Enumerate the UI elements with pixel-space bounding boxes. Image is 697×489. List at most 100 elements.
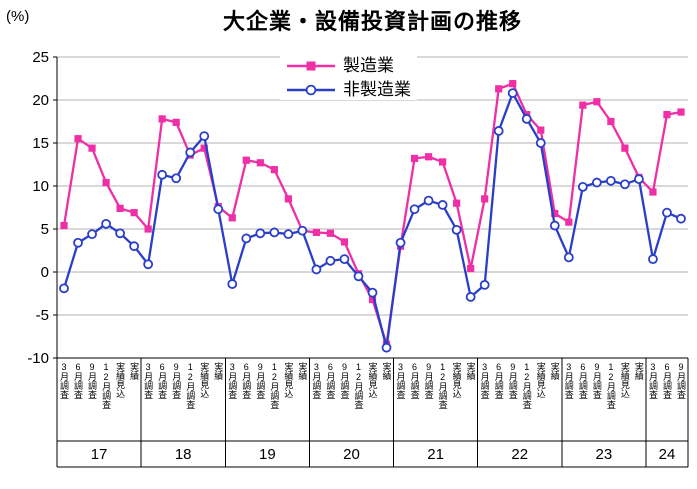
marker-non-manufacturing (577, 181, 588, 192)
marker-non-manufacturing (493, 126, 504, 136)
marker-manufacturing (453, 199, 461, 207)
marker-non-manufacturing (59, 283, 69, 294)
marker-non-manufacturing (353, 271, 364, 282)
marker-non-manufacturing (311, 264, 322, 275)
series-line-non-manufacturing (62, 91, 682, 349)
marker-non-manufacturing (171, 173, 182, 184)
marker-non-manufacturing (409, 204, 420, 215)
marker-non-manufacturing (451, 224, 462, 235)
marker-manufacturing (88, 144, 96, 152)
marker-manufacturing (410, 154, 419, 163)
marker-non-manufacturing (662, 207, 672, 218)
marker-manufacturing (102, 178, 110, 187)
marker-manufacturing (551, 209, 559, 218)
marker-manufacturing (144, 225, 152, 233)
marker-non-manufacturing (157, 169, 168, 180)
y-tick-label: -10 (27, 350, 49, 367)
marker-manufacturing (677, 108, 685, 116)
marker-manufacturing (130, 209, 138, 217)
marker-manufacturing (256, 159, 264, 167)
legend-item-non-manufacturing: 非製造業 (286, 79, 411, 100)
legend-item-manufacturing: 製造業 (286, 56, 411, 76)
marker-non-manufacturing (185, 147, 196, 158)
marker-manufacturing (60, 221, 68, 230)
marker-non-manufacturing (381, 342, 392, 353)
marker-non-manufacturing (129, 241, 140, 252)
marker-non-manufacturing (367, 287, 378, 298)
marker-manufacturing (579, 101, 587, 109)
marker-non-manufacturing (437, 200, 448, 210)
chart-title: 大企業・設備投資計画の推移 (222, 9, 522, 34)
y-tick-label: -5 (36, 307, 49, 324)
marker-non-manufacturing (648, 254, 658, 265)
marker-non-manufacturing (199, 131, 210, 142)
marker-non-manufacturing (339, 254, 350, 265)
marker-non-manufacturing (283, 229, 294, 240)
non-manufacturing-series-marker-icon (287, 84, 335, 96)
marker-non-manufacturing (620, 179, 630, 190)
marker-non-manufacturing (423, 195, 434, 206)
marker-non-manufacturing (591, 177, 602, 188)
marker-manufacturing (158, 115, 166, 123)
marker-non-manufacturing (395, 237, 406, 248)
marker-manufacturing (424, 153, 433, 161)
marker-manufacturing (565, 218, 573, 226)
marker-non-manufacturing (535, 138, 546, 148)
marker-non-manufacturing (87, 229, 97, 240)
y-tick-label: 20 (32, 92, 49, 109)
marker-non-manufacturing (479, 279, 490, 290)
y-tick-label: 0 (41, 264, 49, 281)
marker-manufacturing (593, 98, 601, 106)
marker-manufacturing (74, 135, 82, 143)
legend: 製造業 非製造業 (280, 56, 417, 101)
marker-non-manufacturing (297, 225, 308, 236)
marker-manufacturing (242, 156, 250, 164)
marker-non-manufacturing (563, 252, 574, 263)
marker-non-manufacturing (143, 259, 154, 270)
marker-manufacturing (116, 204, 124, 212)
marker-manufacturing (326, 229, 335, 237)
y-tick-label: 10 (32, 178, 49, 195)
marker-non-manufacturing (549, 220, 560, 231)
marker-manufacturing (607, 117, 615, 126)
manufacturing-series-marker-icon (287, 61, 335, 71)
marker-non-manufacturing (213, 204, 224, 215)
marker-non-manufacturing (115, 228, 125, 239)
marker-manufacturing (172, 118, 180, 126)
marker-manufacturing (368, 295, 377, 304)
marker-manufacturing (481, 195, 489, 203)
marker-non-manufacturing (465, 292, 476, 302)
marker-manufacturing (284, 195, 292, 203)
marker-manufacturing (228, 214, 236, 222)
legend-label-manufacturing: 製造業 (343, 56, 394, 75)
marker-non-manufacturing (101, 218, 111, 229)
marker-manufacturing (663, 111, 671, 119)
marker-manufacturing (537, 126, 545, 134)
y-tick-label: 5 (41, 221, 49, 238)
marker-non-manufacturing (676, 213, 686, 224)
legend-label-non-manufacturing: 非製造業 (343, 79, 411, 99)
marker-manufacturing (495, 85, 503, 93)
y-tick-label: 15 (32, 135, 49, 152)
marker-non-manufacturing (227, 279, 238, 289)
marker-manufacturing (312, 228, 321, 237)
marker-non-manufacturing (507, 88, 518, 99)
marker-non-manufacturing (325, 255, 336, 266)
marker-non-manufacturing (255, 228, 266, 239)
marker-non-manufacturing (634, 174, 644, 185)
marker-manufacturing (649, 188, 657, 196)
marker-manufacturing (621, 144, 629, 152)
marker-non-manufacturing (521, 114, 532, 124)
marker-manufacturing (340, 238, 349, 246)
marker-manufacturing (270, 166, 278, 174)
marker-manufacturing (439, 158, 447, 166)
y-axis-unit-label: (%) (6, 8, 30, 25)
y-tick-label: 25 (32, 49, 49, 66)
marker-non-manufacturing (241, 233, 252, 244)
marker-non-manufacturing (605, 175, 616, 186)
marker-manufacturing (200, 144, 208, 152)
marker-manufacturing (509, 80, 517, 88)
marker-non-manufacturing (73, 237, 83, 248)
marker-non-manufacturing (269, 227, 280, 238)
